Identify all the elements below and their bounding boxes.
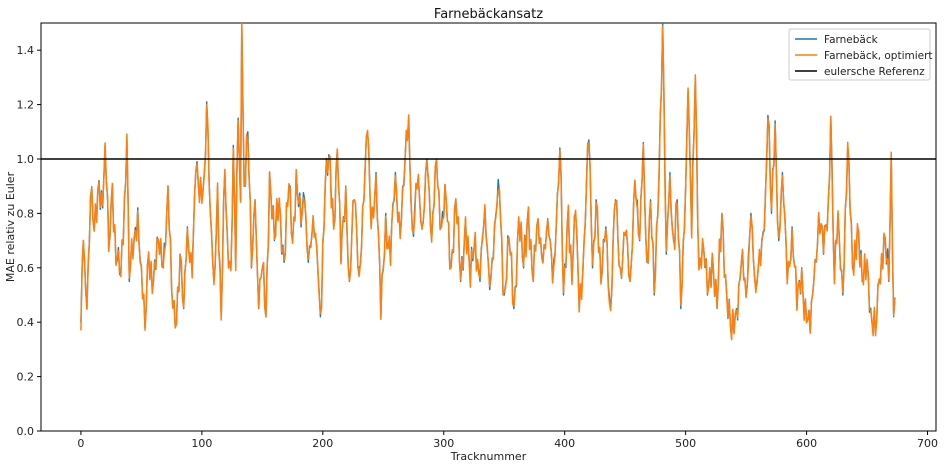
x-tick-label: 0 bbox=[77, 437, 84, 450]
x-tick-label: 300 bbox=[433, 437, 454, 450]
legend-entry-euler-reference: eulersche Referenz bbox=[824, 66, 925, 78]
y-tick-label: 0.4 bbox=[17, 316, 35, 329]
y-tick-label: 0.8 bbox=[17, 207, 35, 220]
legend-entry-farneback: Farnebäck bbox=[824, 34, 879, 46]
legend: Farnebäck Farnebäck, optimiert eulersche… bbox=[788, 28, 933, 81]
y-axis-label: MAE relativ zu Euler bbox=[4, 171, 17, 282]
x-tick-label: 600 bbox=[796, 437, 817, 450]
legend-entry-farneback-optimiert: Farnebäck, optimiert bbox=[824, 50, 933, 62]
chart-title: Farnebäckansatz bbox=[434, 7, 543, 22]
y-tick-label: 1.4 bbox=[17, 44, 35, 57]
y-tick-label: 0.6 bbox=[17, 262, 35, 275]
legend-box bbox=[788, 28, 931, 81]
series-lines bbox=[41, 23, 936, 341]
x-tick-label: 700 bbox=[917, 437, 938, 450]
x-tick-label: 100 bbox=[191, 437, 212, 450]
x-tick-label: 400 bbox=[554, 437, 575, 450]
y-tick-label: 1.0 bbox=[17, 153, 35, 166]
y-tick-label: 0.2 bbox=[17, 371, 35, 384]
y-tick-label: 0.0 bbox=[17, 425, 35, 438]
plot-frame bbox=[40, 22, 937, 432]
plot-area: 0.0 0.2 0.4 0.6 0.8 1.0 1.2 1.4 0 100 200 300 400 50… bbox=[17, 22, 938, 450]
x-tick-label: 200 bbox=[312, 437, 333, 450]
x-axis-ticks: 0 100 200 300 400 500 600 700 bbox=[77, 431, 938, 450]
x-tick-label: 500 bbox=[675, 437, 696, 450]
y-tick-label: 1.2 bbox=[17, 99, 35, 112]
series-line-farneback-optimiert bbox=[80, 23, 896, 341]
x-axis-label: Tracknummer bbox=[450, 450, 527, 463]
y-axis-ticks: 0.0 0.2 0.4 0.6 0.8 1.0 1.2 1.4 bbox=[17, 44, 41, 438]
